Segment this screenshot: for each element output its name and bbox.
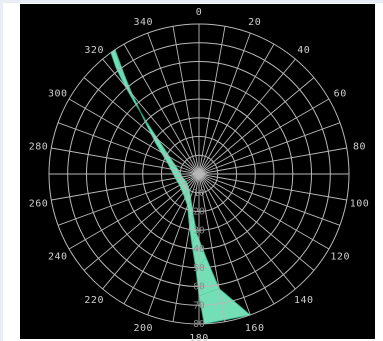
band-strand (124, 75, 135, 102)
angle-tick-label: 220 (84, 295, 104, 306)
grid-spoke (198, 173, 341, 226)
grid-spoke (198, 77, 315, 175)
angle-tick-label: 120 (330, 252, 350, 263)
grid-spoke (198, 173, 315, 271)
grid-spoke (123, 173, 200, 305)
band-strand (191, 233, 198, 244)
grid-spoke (198, 147, 347, 175)
grid-spoke (198, 58, 296, 175)
grid-spoke (172, 26, 200, 175)
grid-spoke (198, 173, 275, 305)
grid-spoke (147, 32, 200, 175)
band-strand (143, 118, 160, 141)
grid-spoke (123, 43, 200, 175)
grid-spoke (102, 58, 200, 175)
grid-spoke (198, 173, 226, 322)
window-edge-left (0, 0, 3, 341)
angle-tick-label: 320 (84, 45, 104, 56)
angle-tick-label: 280 (29, 142, 49, 153)
angle-tick-label: 180 (189, 333, 209, 341)
angle-tick-label: 100 (350, 198, 370, 209)
angle-tick-label: 60 (334, 89, 347, 100)
angle-tick-label: 240 (48, 252, 68, 263)
band-strand (204, 314, 251, 325)
grid-spoke (172, 173, 200, 322)
radial-tick-label: 60 (193, 282, 205, 293)
angle-tick-label: 300 (48, 89, 68, 100)
grid-spoke (198, 32, 251, 175)
grid-spoke (83, 173, 200, 271)
grid-spoke (51, 173, 200, 201)
angle-tick-label: 160 (245, 323, 265, 334)
grid-spoke (57, 173, 200, 226)
radial-tick-label: 30 (193, 225, 205, 236)
grid-spoke (147, 173, 200, 316)
radial-tick-label: 40 (193, 244, 205, 255)
radial-tick-label: 80 (193, 319, 205, 330)
label-layer: 0 20 40 60 80 100 120 140 160 180 200 220 240 260 280 3… (29, 7, 370, 341)
grid-spoke (57, 122, 200, 175)
angle-tick-label: 200 (134, 323, 154, 334)
angle-tick-label: 260 (29, 198, 49, 209)
band-strand (198, 288, 220, 297)
grid-layer (48, 23, 350, 325)
band-strand (195, 257, 207, 268)
angle-tick-label: 140 (294, 295, 314, 306)
radial-tick-label: 50 (193, 263, 205, 274)
radial-tick-label: 70 (193, 300, 205, 311)
angle-tick-label: 20 (248, 17, 261, 28)
grid-spoke (198, 173, 330, 250)
band-strand (114, 49, 125, 85)
angle-tick-label: 40 (297, 45, 310, 56)
grid-spoke (102, 173, 200, 290)
grid-spoke (198, 173, 251, 316)
angle-tick-label: 340 (134, 17, 154, 28)
radial-tick-label: 20 (193, 207, 205, 218)
window-edge-top (0, 0, 383, 3)
band-strand (155, 143, 170, 158)
grid-spoke (198, 98, 330, 175)
grid-spoke (83, 77, 200, 175)
grid-spoke (198, 43, 275, 175)
grid-spoke (198, 173, 347, 201)
angle-tick-label: 0 (196, 7, 203, 18)
band-strand (132, 94, 147, 122)
angle-tick-label: 80 (353, 142, 366, 153)
grid-spoke (198, 122, 341, 175)
radial-tick-label: 10 (193, 188, 205, 199)
grid-spoke (68, 173, 200, 250)
grid-spoke (198, 173, 296, 290)
grid-spoke (68, 98, 200, 175)
grid-spoke (198, 26, 226, 175)
grid-spoke (51, 147, 200, 175)
